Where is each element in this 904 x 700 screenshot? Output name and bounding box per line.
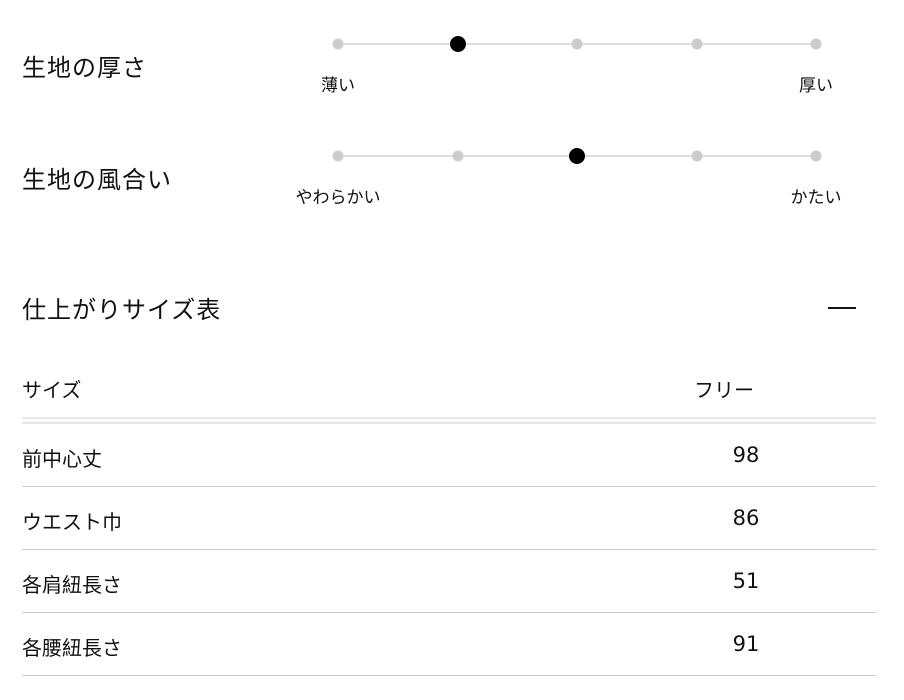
size-table-title: 仕上がりサイズ表 <box>22 296 222 324</box>
rating-dot-selected <box>449 36 466 52</box>
table-row: 前中心丈 98 <box>22 424 876 487</box>
row-value: 86 <box>732 506 760 530</box>
rating-dot <box>332 150 344 162</box>
row-label: 前中心丈 <box>22 447 102 471</box>
rating-dot <box>691 150 702 162</box>
rating-dot <box>571 38 583 50</box>
table-row: 各腰紐長さ 91 <box>22 613 876 676</box>
rating-title: 生地の風合い <box>22 166 172 194</box>
row-label: 各腰紐長さ <box>22 636 122 660</box>
table-row: 各肩紐長さ 51 <box>22 550 876 613</box>
row-label: ウエスト巾 <box>22 510 122 534</box>
row-value: 98 <box>732 443 760 467</box>
row-value: 51 <box>732 569 760 593</box>
rating-min-label: やわらかい <box>295 188 381 208</box>
rating-min-label: 薄い <box>321 76 355 96</box>
row-value: 91 <box>732 632 760 656</box>
divider <box>22 417 876 419</box>
rating-dot <box>810 150 822 162</box>
rating-dot-selected <box>569 148 585 164</box>
rating-dot <box>810 38 822 50</box>
header-size-label: サイズ <box>22 378 82 402</box>
table-row: ウエスト巾 86 <box>22 487 876 550</box>
rating-max-label: 厚い <box>799 76 833 96</box>
rating-dot <box>332 38 344 50</box>
rating-dot <box>691 38 702 50</box>
header-size-free: フリー <box>694 378 754 402</box>
rating-dot <box>452 150 463 162</box>
minus-icon[interactable] <box>828 307 856 309</box>
rating-max-label: かたい <box>790 188 842 208</box>
divider <box>22 422 876 424</box>
rating-title: 生地の厚さ <box>22 54 147 82</box>
row-label: 各肩紐長さ <box>22 573 122 597</box>
